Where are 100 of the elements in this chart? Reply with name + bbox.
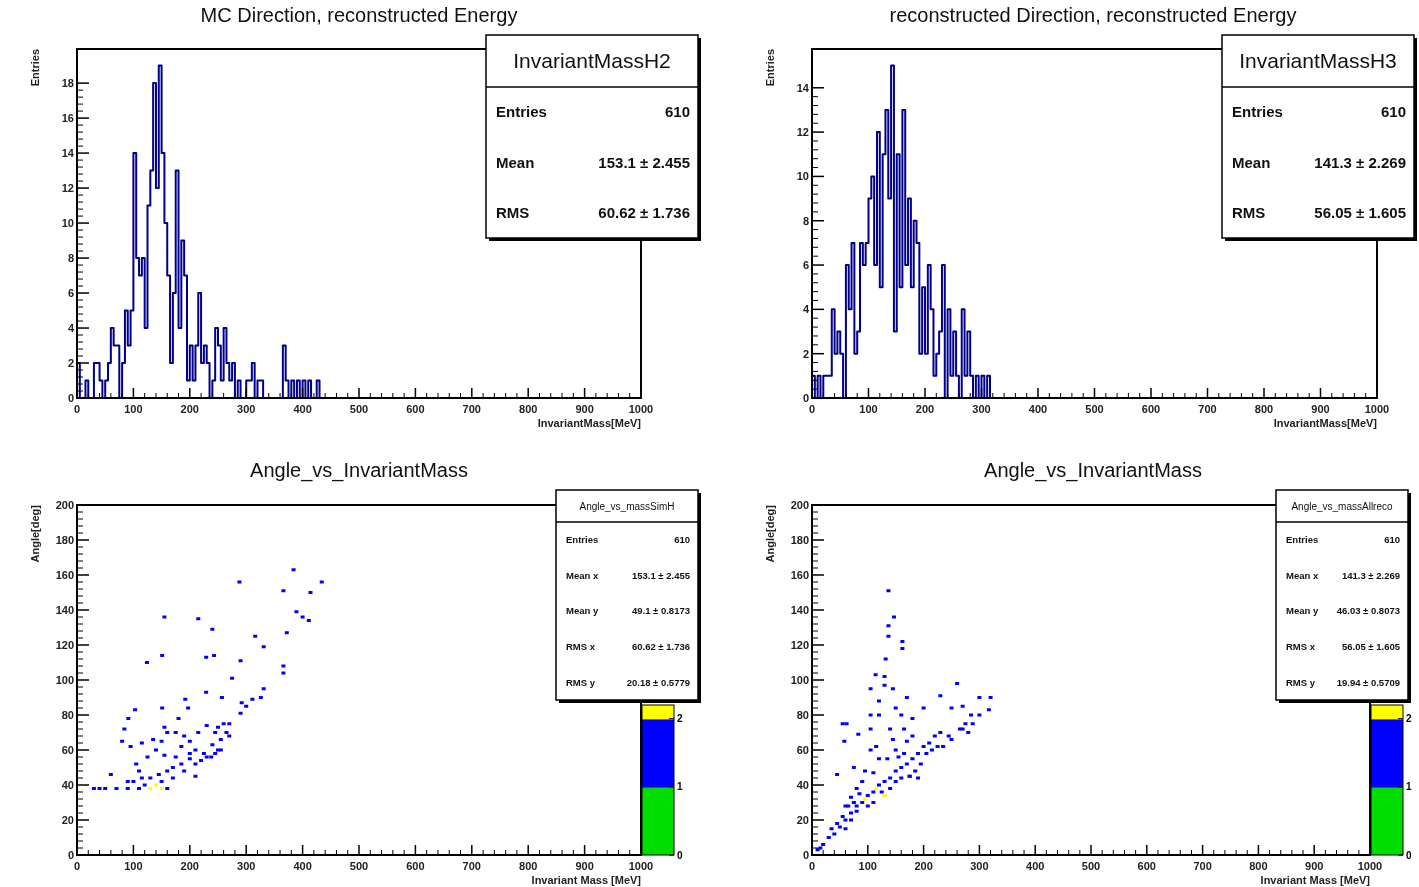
x-tick-label: 400 (1026, 860, 1045, 872)
annotation: RMS (1232, 204, 1266, 222)
color-bar-label: 1 (677, 781, 683, 793)
annotation: 60.62 ± 1.736 (631, 640, 690, 652)
x-tick-label: 500 (349, 860, 369, 872)
y-tick-label: 160 (55, 568, 74, 581)
y-tick-label: 200 (55, 498, 74, 511)
y-tick-label: 8 (802, 214, 809, 227)
annotation: RMS (496, 204, 530, 222)
y-tick-label: 2 (67, 356, 74, 369)
x-tick-label: 700 (1193, 860, 1212, 872)
annotation: 49.1 ± 0.8173 (631, 605, 690, 617)
annotation: Angle_vs_massSimH (579, 500, 675, 512)
text: 610 (1380, 103, 1406, 121)
annotation: InvariantMassH3 (1239, 49, 1397, 73)
annotation: 141.3 ± 2.269 (1341, 569, 1400, 581)
x-tick-label: 500 (1085, 403, 1104, 415)
y-tick-label: 10 (796, 170, 809, 183)
x-tick-label: 900 (575, 403, 594, 415)
y-tick-label: 40 (796, 778, 809, 791)
x-tick-label: 200 (180, 403, 199, 415)
annotation: 19.94 ± 0.5709 (1336, 676, 1400, 688)
annotation: Entries (1232, 103, 1283, 121)
annotation: RMS x (1286, 640, 1316, 652)
x-tick-label: 400 (1028, 403, 1048, 415)
x-tick-label: 200 (180, 860, 199, 872)
y-tick-label: 160 (790, 568, 809, 581)
y-axis-title: Entries (764, 49, 776, 87)
text: 610 (664, 103, 690, 121)
y-tick-label: 80 (61, 708, 74, 721)
x-tick-label: 600 (406, 860, 425, 872)
annotation: Mean (496, 153, 535, 171)
x-tick-label: 300 (237, 860, 256, 872)
annotation: 56.05 ± 1.605 (1314, 204, 1406, 222)
y-tick-label: 20 (796, 813, 809, 826)
y-tick-label: 120 (55, 638, 74, 651)
x-tick-label: 800 (1249, 860, 1268, 872)
y-tick-label: 100 (55, 673, 74, 686)
y-tick-label: 10 (61, 216, 74, 229)
x-tick-label: 300 (972, 403, 991, 415)
x-axis-title: Invariant Mass [MeV] (531, 874, 642, 886)
chart-title: MC Direction, reconstructed Energy (200, 4, 518, 26)
x-axis-title: InvariantMass[MeV] (537, 417, 642, 429)
x-tick-label: 900 (1311, 403, 1330, 415)
annotation: RMS y (566, 676, 596, 688)
x-axis-title: Invariant Mass [MeV] (1260, 874, 1371, 886)
x-tick-label: 800 (519, 403, 538, 415)
x-tick-label: 1000 (628, 403, 654, 415)
annotation: Mean x (1286, 569, 1319, 581)
y-tick-label: 40 (61, 778, 74, 791)
y-tick-label: 12 (796, 125, 809, 138)
annotation: Mean y (566, 605, 599, 617)
y-tick-label: 0 (802, 848, 809, 861)
annotation: Entries (566, 534, 599, 546)
color-bar-label: 1 (1406, 781, 1412, 793)
x-tick-label: 400 (293, 403, 312, 415)
x-tick-label: 100 (124, 860, 143, 872)
y-tick-label: 18 (61, 76, 74, 89)
y-tick-label: 180 (55, 533, 74, 546)
y-tick-label: 60 (61, 743, 74, 756)
y-axis-title: Entries (29, 49, 41, 87)
x-tick-label: 100 (859, 403, 878, 415)
x-tick-label: 800 (519, 860, 538, 872)
annotation: 46.03 ± 0.8073 (1336, 605, 1400, 617)
y-tick-label: 14 (796, 81, 810, 94)
annotation: 153.1 ± 2.455 (598, 153, 690, 171)
y-tick-label: 60 (796, 743, 809, 756)
x-tick-label: 300 (970, 860, 989, 872)
y-tick-label: 2 (802, 347, 809, 360)
x-tick-label: 900 (575, 860, 594, 872)
x-tick-label: 1000 (628, 860, 654, 872)
x-tick-label: 100 (124, 403, 143, 415)
x-tick-label: 200 (914, 860, 933, 872)
x-tick-label: 700 (1198, 403, 1217, 415)
annotation: Mean (1232, 153, 1271, 171)
annotation: InvariantMassH2 (513, 49, 671, 73)
text: 610 (1384, 534, 1400, 546)
x-tick-label: 600 (1141, 403, 1161, 415)
text: 610 (674, 534, 690, 546)
y-tick-label: 20 (61, 813, 74, 826)
y-axis-title: Angle[deg] (29, 504, 41, 563)
y-tick-label: 14 (61, 146, 75, 159)
y-tick-label: 16 (61, 111, 74, 124)
y-tick-label: 0 (67, 391, 74, 404)
annotation: Angle_vs_massAllreco (1291, 500, 1394, 512)
x-tick-label: 700 (462, 403, 481, 415)
annotation: RMS y (1286, 676, 1316, 688)
annotation: Mean y (1286, 605, 1319, 617)
y-tick-label: 12 (61, 181, 74, 194)
x-tick-label: 200 (915, 403, 935, 415)
color-bar-label: 2 (1406, 713, 1412, 725)
color-bar-label: 2 (677, 713, 683, 725)
annotation: 141.3 ± 2.269 (1314, 153, 1406, 171)
chart-title: reconstructed Direction, reconstructed Energy (889, 4, 1297, 26)
y-tick-label: 80 (796, 708, 809, 721)
annotation: 56.05 ± 1.605 (1341, 640, 1401, 652)
annotation: RMS x (566, 640, 596, 652)
color-bar-label: 0 (677, 849, 683, 861)
x-tick-label: 800 (1254, 403, 1274, 415)
x-tick-label: 400 (293, 860, 312, 872)
